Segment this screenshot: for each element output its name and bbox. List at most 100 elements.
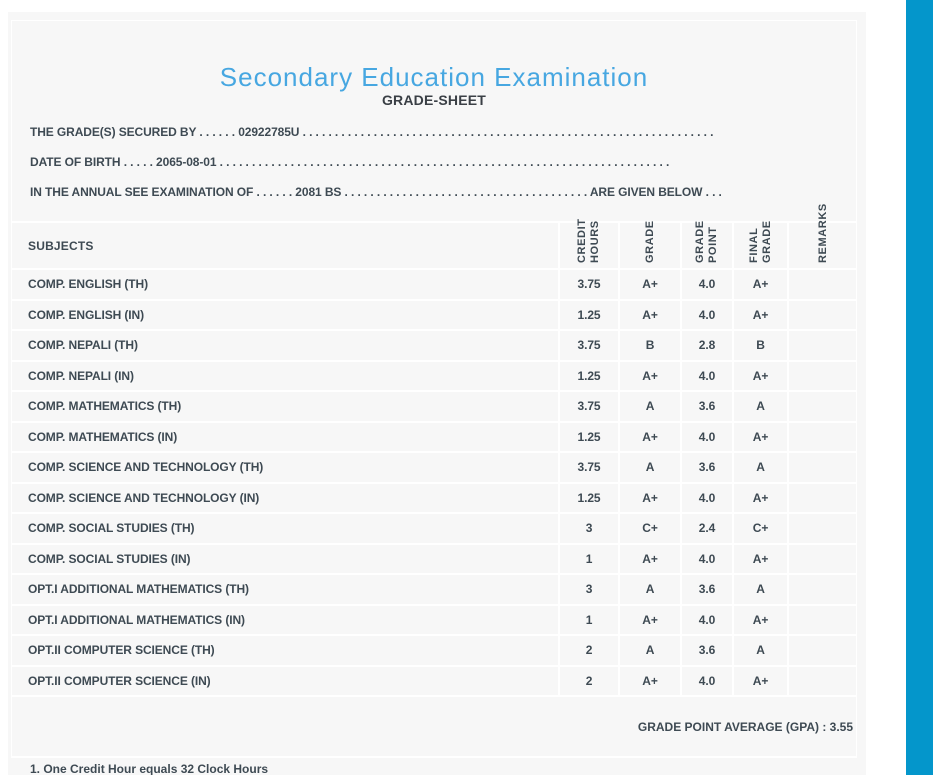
right-accent-bar bbox=[906, 0, 933, 775]
examination-year-line: IN THE ANNUAL SEE EXAMINATION OF . . . .… bbox=[30, 185, 722, 199]
remarks-cell bbox=[787, 422, 857, 451]
final-grade-cell: A+ bbox=[732, 666, 787, 695]
credit-hours-cell: 1.25 bbox=[558, 483, 618, 512]
final-grade-cell: A bbox=[732, 636, 787, 665]
final-grade-cell: A+ bbox=[732, 270, 787, 299]
final-grade-cell: A bbox=[732, 453, 787, 482]
grade-cell: B bbox=[618, 331, 680, 360]
grade-point-cell: 4.0 bbox=[680, 605, 732, 634]
credit-hours-cell: 2 bbox=[558, 636, 618, 665]
final-grade-cell: C+ bbox=[732, 514, 787, 543]
grade-cell: A+ bbox=[618, 270, 680, 299]
grade-cell: C+ bbox=[618, 514, 680, 543]
column-header-credit-hours: CREDIT HOURS bbox=[558, 218, 618, 268]
remarks-cell bbox=[787, 514, 857, 543]
remarks-cell bbox=[787, 392, 857, 421]
final-grade-cell: B bbox=[732, 331, 787, 360]
final-grade-cell: A+ bbox=[732, 544, 787, 573]
final-grade-cell: A+ bbox=[732, 422, 787, 451]
subject-cell: COMP. ENGLISH (TH) bbox=[28, 277, 148, 292]
grade-point-cell: 3.6 bbox=[680, 392, 732, 421]
remarks-cell bbox=[787, 270, 857, 299]
subject-cell: OPT.II COMPUTER SCIENCE (TH) bbox=[28, 643, 215, 658]
credit-hours-cell: 1.25 bbox=[558, 300, 618, 329]
remarks-cell bbox=[787, 666, 857, 695]
grade-cell: A+ bbox=[618, 422, 680, 451]
grade-cell: A+ bbox=[618, 666, 680, 695]
column-header-final-grade: FINAL GRADE bbox=[732, 220, 787, 268]
grade-point-cell: 4.0 bbox=[680, 483, 732, 512]
subject-cell: COMP. MATHEMATICS (IN) bbox=[28, 429, 178, 444]
grade-point-cell: 4.0 bbox=[680, 666, 732, 695]
final-grade-cell: A bbox=[732, 392, 787, 421]
final-grade-cell: A+ bbox=[732, 300, 787, 329]
final-grade-cell: A bbox=[732, 575, 787, 604]
grade-point-cell: 4.0 bbox=[680, 422, 732, 451]
subject-cell: OPT.I ADDITIONAL MATHEMATICS (IN) bbox=[28, 612, 245, 627]
grade-point-cell: 4.0 bbox=[680, 300, 732, 329]
subject-cell: COMP. ENGLISH (IN) bbox=[28, 307, 144, 322]
grade-cell: A bbox=[618, 636, 680, 665]
grades-table: SUBJECTS CREDIT HOURS GRADE GRADE POINT … bbox=[11, 203, 857, 758]
table-row: COMP. SCIENCE AND TECHNOLOGY (IN) 1.25 A… bbox=[11, 483, 857, 514]
grade-cell: A+ bbox=[618, 300, 680, 329]
credit-hours-label: CREDIT HOURS bbox=[576, 218, 601, 263]
remarks-cell bbox=[787, 300, 857, 329]
remarks-cell bbox=[787, 544, 857, 573]
subject-cell: COMP. SCIENCE AND TECHNOLOGY (TH) bbox=[28, 460, 264, 475]
table-row: COMP. SCIENCE AND TECHNOLOGY (TH) 3.75 A… bbox=[11, 453, 857, 484]
grade-point-cell: 2.8 bbox=[680, 331, 732, 360]
remarks-cell bbox=[787, 605, 857, 634]
subject-cell: COMP. SOCIAL STUDIES (TH) bbox=[28, 521, 195, 536]
subject-cell: COMP. MATHEMATICS (TH) bbox=[28, 399, 182, 414]
credit-hours-cell: 1.25 bbox=[558, 422, 618, 451]
grade-cell: A bbox=[618, 453, 680, 482]
final-grade-cell: A+ bbox=[732, 361, 787, 390]
column-header-grade-point: GRADE POINT bbox=[680, 220, 732, 268]
table-row: COMP. NEPALI (TH) 3.75 B 2.8 B bbox=[11, 331, 857, 362]
credit-hours-cell: 3.75 bbox=[558, 392, 618, 421]
credit-hours-cell: 1 bbox=[558, 544, 618, 573]
column-header-subjects: SUBJECTS bbox=[28, 238, 94, 253]
table-row: COMP. ENGLISH (IN) 1.25 A+ 4.0 A+ bbox=[11, 300, 857, 331]
grade-point-cell: 4.0 bbox=[680, 544, 732, 573]
grade-point-cell: 2.4 bbox=[680, 514, 732, 543]
subject-cell: OPT.II COMPUTER SCIENCE (IN) bbox=[28, 673, 211, 688]
remarks-label: REMARKS bbox=[816, 203, 829, 263]
remarks-cell bbox=[787, 636, 857, 665]
grade-cell: A bbox=[618, 575, 680, 604]
remarks-cell bbox=[787, 331, 857, 360]
grade-label: GRADE bbox=[643, 220, 656, 263]
credit-hours-cell: 1 bbox=[558, 605, 618, 634]
grade-point-label: GRADE POINT bbox=[694, 220, 719, 263]
subject-cell: COMP. SOCIAL STUDIES (IN) bbox=[28, 551, 191, 566]
table-row: COMP. MATHEMATICS (IN) 1.25 A+ 4.0 A+ bbox=[11, 422, 857, 453]
table-body: COMP. ENGLISH (TH) 3.75 A+ 4.0 A+ COMP. … bbox=[11, 270, 857, 697]
table-row: OPT.I ADDITIONAL MATHEMATICS (TH) 3 A 3.… bbox=[11, 575, 857, 606]
table-row: COMP. NEPALI (IN) 1.25 A+ 4.0 A+ bbox=[11, 361, 857, 392]
remarks-cell bbox=[787, 361, 857, 390]
sheet-subtitle: GRADE-SHEET bbox=[381, 92, 487, 108]
subject-cell: COMP. NEPALI (TH) bbox=[28, 338, 138, 353]
grade-cell: A+ bbox=[618, 483, 680, 512]
subject-cell: COMP. NEPALI (IN) bbox=[28, 368, 134, 383]
table-row: COMP. MATHEMATICS (TH) 3.75 A 3.6 A bbox=[11, 392, 857, 423]
credit-hours-cell: 3 bbox=[558, 575, 618, 604]
column-header-remarks: REMARKS bbox=[787, 203, 857, 268]
grade-point-cell: 3.6 bbox=[680, 636, 732, 665]
credit-hours-cell: 3.75 bbox=[558, 453, 618, 482]
credit-hours-cell: 2 bbox=[558, 666, 618, 695]
grade-cell: A bbox=[618, 392, 680, 421]
grade-sheet-panel: Secondary Education Examination GRADE-SH… bbox=[8, 12, 866, 775]
remarks-cell bbox=[787, 453, 857, 482]
column-header-grade: GRADE bbox=[618, 220, 680, 268]
remarks-cell bbox=[787, 575, 857, 604]
grade-point-cell: 3.6 bbox=[680, 575, 732, 604]
grades-secured-by-line: THE GRADE(S) SECURED BY . . . . . . 0292… bbox=[30, 125, 714, 139]
table-row: OPT.II COMPUTER SCIENCE (TH) 2 A 3.6 A bbox=[11, 636, 857, 667]
subject-cell: COMP. SCIENCE AND TECHNOLOGY (IN) bbox=[28, 490, 260, 505]
grade-cell: A+ bbox=[618, 361, 680, 390]
date-of-birth-line: DATE OF BIRTH . . . . . 2065-08-01 . . .… bbox=[30, 155, 670, 169]
table-row: COMP. SOCIAL STUDIES (TH) 3 C+ 2.4 C+ bbox=[11, 514, 857, 545]
remarks-cell bbox=[787, 483, 857, 512]
